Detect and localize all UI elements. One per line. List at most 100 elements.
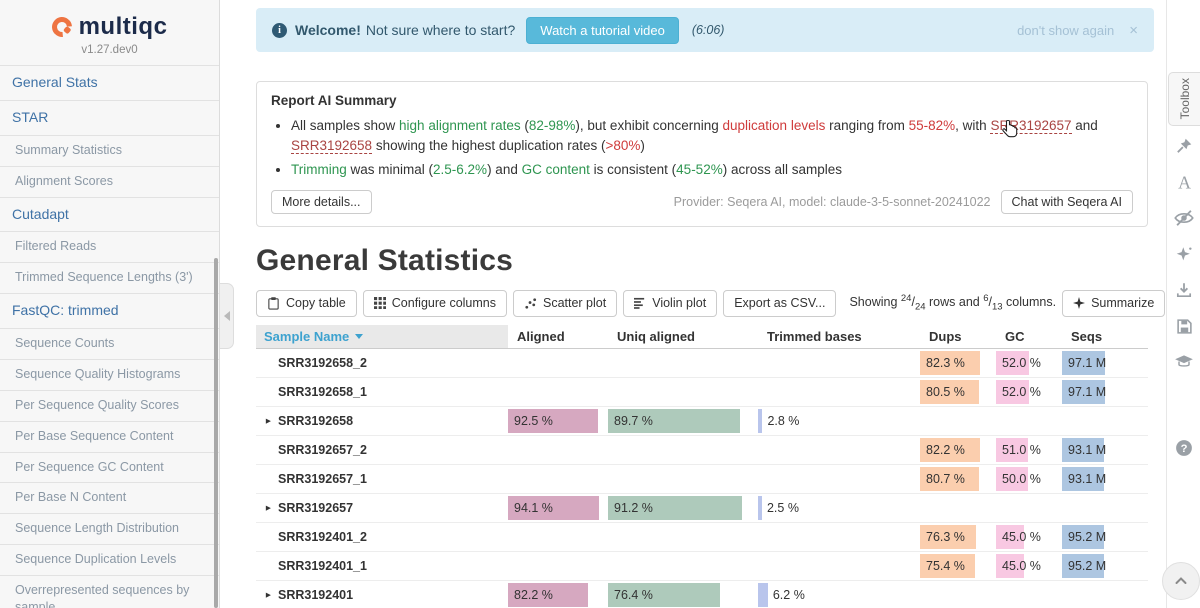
watch-tutorial-button[interactable]: Watch a tutorial video — [526, 16, 679, 44]
column-header-trimmed-bases[interactable]: Trimmed bases — [767, 328, 862, 344]
more-details-button[interactable]: More details... — [271, 189, 372, 214]
expand-arrow-icon[interactable]: ▸ — [266, 502, 271, 513]
page-title: General Statistics — [256, 243, 514, 277]
value-bar — [758, 495, 762, 520]
close-icon[interactable]: × — [1129, 21, 1138, 39]
column-header-dups[interactable]: Dups — [929, 328, 962, 344]
table-cell: 97.1 M — [1062, 350, 1148, 375]
sample-link[interactable]: SRR3192657 — [990, 118, 1072, 134]
toolbox-save-icon[interactable] — [1173, 315, 1195, 337]
sidebar: multiqc v1.27.dev0 General Stats STAR Summ… — [0, 0, 220, 608]
export-csv-button[interactable]: Export as CSV... — [723, 289, 837, 317]
ai-summary-title: Report AI Summary — [271, 93, 397, 108]
scatter-plot-button[interactable]: Scatter plot — [512, 289, 618, 317]
sidebar-item-sequence-counts[interactable]: Sequence Counts — [0, 329, 219, 360]
toolbox-tab[interactable]: Toolbox — [1168, 72, 1200, 126]
expand-arrow-icon[interactable]: ▸ — [266, 589, 271, 600]
column-header-seqs[interactable]: Seqs — [1071, 328, 1103, 344]
cell-value: 95.2 M — [1068, 529, 1107, 544]
scroll-to-top-button[interactable] — [1162, 562, 1200, 600]
sidebar-item-summary-statistics[interactable]: Summary Statistics — [0, 136, 219, 167]
value-bar — [1062, 379, 1106, 404]
cell-value: 97.1 M — [1068, 384, 1107, 399]
value-bar — [1062, 350, 1106, 375]
value-bar — [920, 553, 976, 578]
sample-name-cell[interactable]: SRR3192401_2 — [256, 530, 508, 544]
toolbox-pin-icon[interactable] — [1173, 135, 1195, 157]
sidebar-item-overrepresented-sequences-by-sample[interactable]: Overrepresented sequences by sample — [0, 576, 219, 608]
table-cell: 95.2 M — [1062, 524, 1148, 549]
column-header-uniq-aligned[interactable]: Uniq aligned — [617, 328, 695, 344]
sample-name: SRR3192657_1 — [278, 471, 367, 486]
ai-summary-segment: All samples show — [291, 118, 400, 133]
sidebar-item-trimmed-sequence-lengths-3[interactable]: Trimmed Sequence Lengths (3') — [0, 263, 219, 295]
ai-summary-segment: and — [1071, 118, 1098, 133]
table-cell: 97.1 M — [1062, 379, 1148, 404]
violin-plot-button[interactable]: Violin plot — [623, 289, 718, 317]
column-header-gc[interactable]: GC — [1005, 328, 1025, 344]
table-row[interactable]: ▸ SRR3192657 94.1 % 91.2 % 2.5 % — [256, 494, 1148, 523]
sidebar-item-per-sequence-gc-content[interactable]: Per Sequence GC Content — [0, 453, 219, 484]
table-row[interactable]: SRR3192401_1 75.4 % 45.0 % 95.2 M — [256, 552, 1148, 581]
expand-arrow-icon[interactable]: ▸ — [266, 415, 271, 426]
table-cell: 82.3 % — [920, 350, 996, 375]
toolbox-rename-icon[interactable]: A — [1173, 171, 1195, 193]
table-row[interactable]: SRR3192657_2 82.2 % 51.0 % 93.1 M — [256, 436, 1148, 465]
value-bar — [996, 553, 1025, 578]
sample-name-cell[interactable]: SRR3192657_1 — [256, 472, 508, 486]
sidebar-item-cutadapt[interactable]: Cutadapt — [0, 198, 219, 233]
toolbox-export-icon[interactable] — [1173, 279, 1195, 301]
sample-name-cell[interactable]: SRR3192401_1 — [256, 559, 508, 573]
sample-name-cell[interactable]: SRR3192657_2 — [256, 443, 508, 457]
table-row[interactable]: SRR3192658_2 82.3 % 52.0 % 97.1 M — [256, 349, 1148, 378]
table-row[interactable]: SRR3192401_2 76.3 % 45.0 % 95.2 M — [256, 523, 1148, 552]
sample-name-cell[interactable]: ▸ SRR3192657 — [256, 501, 508, 515]
sample-name-cell[interactable]: ▸ SRR3192658 — [256, 414, 508, 428]
configure-columns-button[interactable]: Configure columns — [362, 289, 507, 317]
sample-link[interactable]: SRR3192658 — [291, 138, 373, 155]
table-row[interactable]: SRR3192658_1 80.5 % 52.0 % 97.1 M — [256, 378, 1148, 407]
sidebar-item-fastqc-trimmed[interactable]: FastQC: trimmed — [0, 294, 219, 330]
sidebar-item-per-base-sequence-content[interactable]: Per Base Sequence Content — [0, 422, 219, 453]
summarize-button[interactable]: Summarize — [1062, 289, 1166, 317]
sample-name-cell[interactable]: SRR3192658_1 — [256, 385, 508, 399]
sidebar-item-per-sequence-quality-scores[interactable]: Per Sequence Quality Scores — [0, 391, 219, 422]
toolbox-help-icon[interactable]: ? — [1173, 437, 1195, 459]
value-bar — [508, 408, 598, 433]
sidebar-collapse-handle[interactable] — [220, 283, 234, 349]
button-label: Copy table — [286, 296, 346, 311]
welcome-question: Not sure where to start? — [365, 22, 516, 38]
sidebar-item-alignment-scores[interactable]: Alignment Scores — [0, 167, 219, 198]
sample-name: SRR3192658_2 — [278, 355, 367, 370]
table-row[interactable]: ▸ SRR3192658 92.5 % 89.7 % 2.8 % — [256, 407, 1148, 436]
column-header-aligned[interactable]: Aligned — [517, 328, 565, 344]
toolbox-citation-icon[interactable] — [1173, 351, 1195, 373]
sidebar-scrollbar[interactable] — [214, 258, 218, 608]
sidebar-item-filtered-reads[interactable]: Filtered Reads — [0, 232, 219, 264]
ai-provider-label: Provider: Seqera AI, model: claude-3-5-s… — [673, 194, 991, 209]
chevron-up-icon — [1175, 577, 1187, 584]
table-cell: 82.2 % — [508, 582, 608, 607]
table-cell: 2.8 % — [758, 408, 920, 433]
table-cell: 93.1 M — [1062, 466, 1148, 491]
sample-name: SRR3192657 — [278, 500, 354, 515]
sidebar-item-general-stats[interactable]: General Stats — [0, 66, 219, 101]
chat-seqera-button[interactable]: Chat with Seqera AI — [1000, 189, 1133, 214]
sample-name-cell[interactable]: SRR3192658_2 — [256, 356, 508, 370]
table-row[interactable]: ▸ SRR3192401 82.2 % 76.4 % 6.2 % — [256, 581, 1148, 608]
dont-show-again-link[interactable]: don't show again — [1017, 22, 1115, 38]
sidebar-item-star[interactable]: STAR — [0, 101, 219, 136]
table-row[interactable]: SRR3192657_1 80.7 % 50.0 % 93.1 M — [256, 465, 1148, 494]
toolbox-ai-sparkle-icon[interactable] — [1173, 243, 1195, 265]
logo-block: multiqc v1.27.dev0 — [0, 0, 219, 66]
sample-name-cell[interactable]: ▸ SRR3192401 — [256, 588, 508, 602]
value-bar — [996, 379, 1029, 404]
column-header-sample-name[interactable]: Sample Name — [256, 324, 508, 348]
sidebar-item-sequence-length-distribution[interactable]: Sequence Length Distribution — [0, 514, 219, 546]
sidebar-item-per-base-n-content[interactable]: Per Base N Content — [0, 483, 219, 515]
copy-table-button[interactable]: Copy table — [256, 289, 357, 317]
sidebar-item-sequence-duplication-levels[interactable]: Sequence Duplication Levels — [0, 545, 219, 577]
value-bar — [608, 408, 740, 433]
toolbox-hide-samples-icon[interactable] — [1173, 207, 1195, 229]
sidebar-item-sequence-quality-histograms[interactable]: Sequence Quality Histograms — [0, 360, 219, 391]
